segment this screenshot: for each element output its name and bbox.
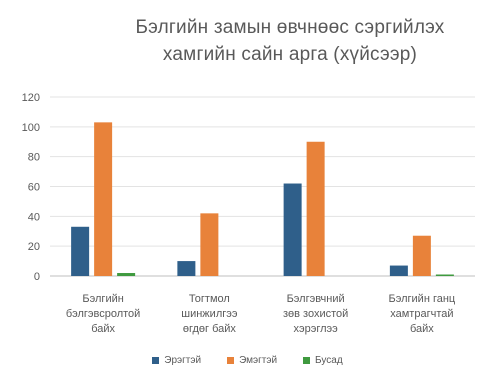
legend-label-male: Эрэгтэй — [164, 355, 202, 366]
bar-male — [283, 183, 302, 276]
x-tick-label: өгдөг байх — [183, 323, 237, 335]
chart-title-line-1: Бэлгийн замын өвчнөөс сэргийлэх — [135, 17, 445, 38]
x-tick-label: шинжилгээ — [181, 308, 238, 320]
x-tick-label: Бэлгийн ганц — [389, 293, 456, 305]
y-tick-label: 80 — [28, 152, 40, 164]
y-tick-label: 100 — [22, 122, 40, 134]
y-tick-label: 60 — [28, 182, 40, 194]
legend-label-female: Эмэгтэй — [239, 355, 278, 366]
y-tick-label: 40 — [28, 211, 40, 223]
bar-male — [389, 265, 408, 276]
bar-female — [94, 122, 113, 276]
x-tick-label: бэлгэвсролтой — [66, 308, 140, 320]
y-tick-label: 0 — [34, 271, 40, 283]
legend-swatch-female — [227, 357, 235, 364]
y-tick-label: 120 — [22, 92, 40, 104]
legend-swatch-male — [152, 357, 160, 364]
bar-other — [117, 273, 136, 276]
bar-male — [177, 261, 196, 276]
legend-item-female: Эмэгтэй — [227, 355, 277, 366]
x-tick-label: Тогтмол — [189, 293, 230, 305]
legend-item-male: Эрэгтэй — [152, 355, 201, 366]
legend-item-other: Бусад — [303, 355, 343, 366]
x-tick-label: Бэлгийн — [82, 293, 123, 305]
bar-other — [435, 274, 454, 276]
y-tick-label: 20 — [28, 241, 40, 253]
x-tick-label: хэрэглээ — [293, 323, 338, 335]
bar-female — [412, 235, 431, 276]
bar-female — [200, 213, 219, 276]
x-tick-label: Бэлгэвчний — [287, 293, 345, 305]
legend-swatch-other — [303, 357, 311, 364]
x-tick-label: байх — [410, 323, 434, 335]
legend-label-other: Бусад — [315, 355, 343, 366]
chart-title-line-2: хамгийн сайн арга (хүйсээр) — [162, 44, 418, 65]
bar-female — [306, 141, 325, 276]
x-tick-label: байх — [91, 323, 115, 335]
legend: Эрэгтэй Эмэгтэй Бусад — [0, 355, 495, 366]
x-tick-label: зөв зохистой — [283, 308, 348, 320]
x-tick-label: хамтрагчтай — [390, 308, 453, 320]
bar-male — [71, 226, 90, 276]
chart-title: Бэлгийн замын өвчнөөс сэргийлэх хамгийн … — [90, 14, 490, 68]
